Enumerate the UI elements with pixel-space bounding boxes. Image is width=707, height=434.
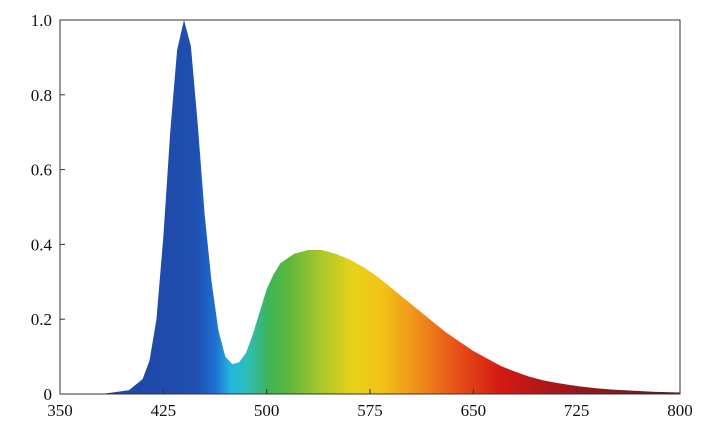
y-tick-label: 0 <box>44 385 53 404</box>
x-axis: 350 425 500 575 650 725 800 <box>47 389 693 420</box>
y-tick-label: 0.4 <box>31 235 53 254</box>
plot-area <box>101 20 680 394</box>
y-tick-label: 0.2 <box>31 310 52 329</box>
x-tick-label: 800 <box>667 401 693 420</box>
x-tick-label: 575 <box>357 401 383 420</box>
y-axis: 0 0.2 0.4 0.6 0.8 1.0 <box>31 11 65 404</box>
y-tick-label: 0.8 <box>31 86 52 105</box>
x-tick-label: 725 <box>564 401 590 420</box>
y-tick-label: 1.0 <box>31 11 52 30</box>
y-tick-label: 0.6 <box>31 161 52 180</box>
x-tick-label: 425 <box>151 401 177 420</box>
spectrum-area <box>101 20 680 394</box>
x-tick-label: 650 <box>461 401 487 420</box>
x-tick-label: 500 <box>254 401 280 420</box>
x-tick-label: 350 <box>47 401 73 420</box>
